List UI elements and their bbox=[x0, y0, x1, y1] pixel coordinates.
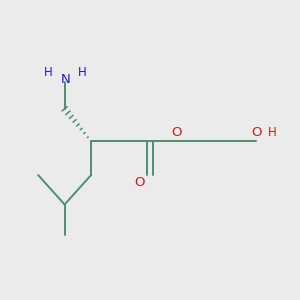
Text: O: O bbox=[251, 126, 261, 140]
Text: H: H bbox=[44, 66, 53, 80]
Text: O: O bbox=[171, 126, 182, 140]
Text: H: H bbox=[268, 126, 277, 140]
Text: H: H bbox=[78, 66, 87, 80]
Text: N: N bbox=[61, 74, 70, 86]
Text: O: O bbox=[135, 176, 145, 189]
